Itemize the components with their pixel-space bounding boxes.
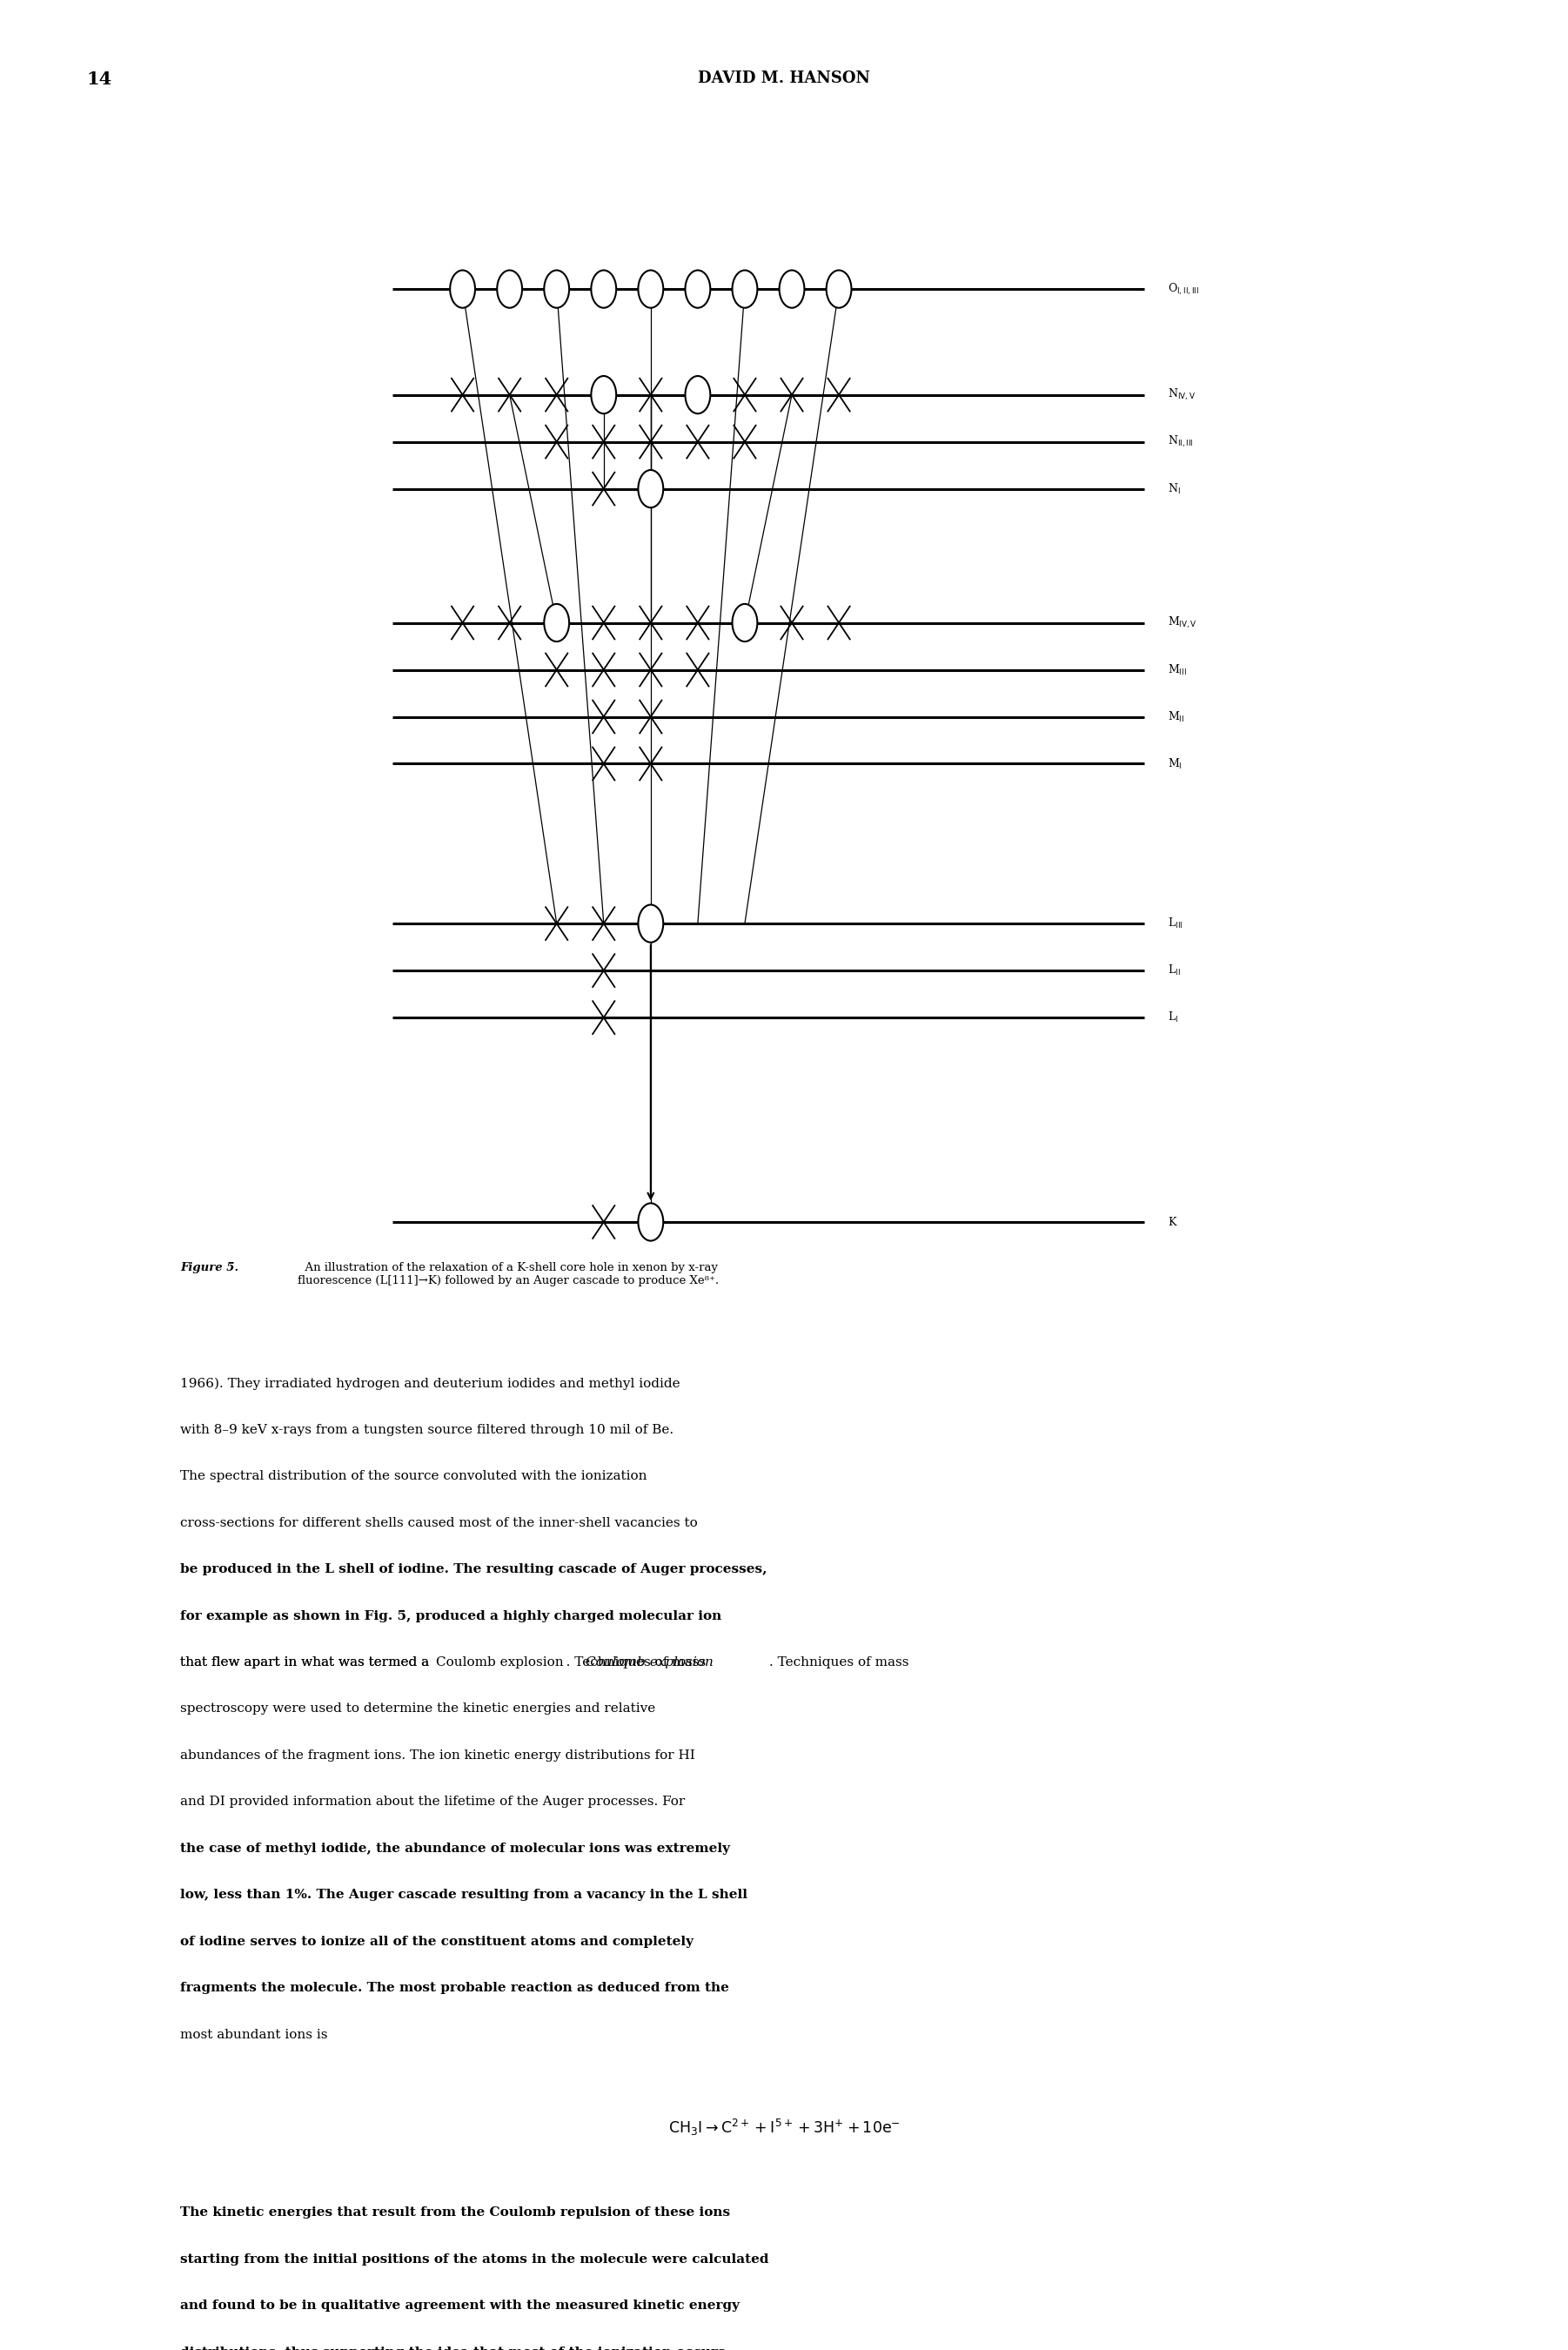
Text: and found to be in qualitative agreement with the measured kinetic energy: and found to be in qualitative agreement… [180,2301,740,2312]
Circle shape [638,270,663,308]
Circle shape [732,604,757,642]
Text: for example as shown in Fig. 5, produced a highly charged molecular ion: for example as shown in Fig. 5, produced… [180,1610,721,1622]
Text: $\mathrm{CH_3I \rightarrow C^{2+} + I^{5+} + 3H^{+} + 10e^{-}}$: $\mathrm{CH_3I \rightarrow C^{2+} + I^{5… [668,2117,900,2139]
Text: M$_{\mathrm{II}}$: M$_{\mathrm{II}}$ [1168,710,1185,724]
Text: N$_{\mathrm{II,III}}$: N$_{\mathrm{II,III}}$ [1168,435,1193,449]
Text: M$_{\mathrm{III}}$: M$_{\mathrm{III}}$ [1168,663,1187,677]
Text: cross-sections for different shells caused most of the inner-shell vacancies to: cross-sections for different shells caus… [180,1516,698,1530]
Circle shape [732,270,757,308]
Circle shape [591,376,616,414]
Text: N$_{\mathrm{I}}$: N$_{\mathrm{I}}$ [1168,482,1181,496]
Circle shape [497,270,522,308]
Text: L$_{\mathrm{I}}$: L$_{\mathrm{I}}$ [1168,1010,1179,1025]
Text: M$_{\mathrm{I}}$: M$_{\mathrm{I}}$ [1168,757,1182,771]
Text: L$_{\mathrm{III}}$: L$_{\mathrm{III}}$ [1168,916,1184,931]
Text: 1966). They irradiated hydrogen and deuterium iodides and methyl iodide: 1966). They irradiated hydrogen and deut… [180,1377,681,1389]
Text: that flew apart in what was termed a  Coulomb explosion . Techniques of mass: that flew apart in what was termed a Cou… [180,1657,706,1668]
Text: most abundant ions is: most abundant ions is [180,2028,328,2040]
Circle shape [685,376,710,414]
Circle shape [544,604,569,642]
Circle shape [638,470,663,508]
Text: The kinetic energies that result from the Coulomb repulsion of these ions: The kinetic energies that result from th… [180,2207,731,2218]
Text: L$_{\mathrm{II}}$: L$_{\mathrm{II}}$ [1168,964,1181,978]
Text: An illustration of the relaxation of a K-shell core hole in xenon by x-ray
fluor: An illustration of the relaxation of a K… [298,1262,720,1285]
Circle shape [544,270,569,308]
Text: low, less than 1%. The Auger cascade resulting from a vacancy in the L shell: low, less than 1%. The Auger cascade res… [180,1889,748,1901]
Text: that flew apart in what was termed a   Coulomb explosion: that flew apart in what was termed a Cou… [180,1657,568,1668]
Text: Coulomb explosion: Coulomb explosion [585,1657,713,1668]
Text: spectroscopy were used to determine the kinetic energies and relative: spectroscopy were used to determine the … [180,1704,655,1716]
Circle shape [450,270,475,308]
Text: K: K [1168,1217,1176,1227]
Text: abundances of the fragment ions. The ion kinetic energy distributions for HI: abundances of the fragment ions. The ion… [180,1748,695,1762]
Text: starting from the initial positions of the atoms in the molecule were calculated: starting from the initial positions of t… [180,2254,768,2265]
Text: and DI provided information about the lifetime of the Auger processes. For: and DI provided information about the li… [180,1795,685,1807]
Text: O$_{\mathrm{I,II,III}}$: O$_{\mathrm{I,II,III}}$ [1168,282,1200,296]
Circle shape [638,905,663,942]
Circle shape [685,270,710,308]
Text: DAVID M. HANSON: DAVID M. HANSON [698,70,870,87]
Text: The spectral distribution of the source convoluted with the ionization: The spectral distribution of the source … [180,1471,648,1483]
Circle shape [591,270,616,308]
Text: Figure 5.: Figure 5. [180,1262,238,1274]
Circle shape [779,270,804,308]
Circle shape [638,1203,663,1241]
Text: . Techniques of mass: . Techniques of mass [767,1657,909,1668]
Text: be produced in the L shell of iodine. The resulting cascade of Auger processes,: be produced in the L shell of iodine. Th… [180,1563,767,1574]
Text: N$_{\mathrm{IV,V}}$: N$_{\mathrm{IV,V}}$ [1168,388,1196,402]
Text: that flew apart in what was termed a: that flew apart in what was termed a [180,1657,436,1668]
Text: fragments the molecule. The most probable reaction as deduced from the: fragments the molecule. The most probabl… [180,1981,729,1995]
Text: with 8–9 keV x-rays from a tungsten source filtered through 10 mil of Be.: with 8–9 keV x-rays from a tungsten sour… [180,1424,674,1436]
Circle shape [826,270,851,308]
Text: the case of methyl iodide, the abundance of molecular ions was extremely: the case of methyl iodide, the abundance… [180,1842,731,1854]
Text: 14: 14 [86,70,111,87]
Text: of iodine serves to ionize all of the constituent atoms and completely: of iodine serves to ionize all of the co… [180,1936,693,1948]
Text: distributions, thus supporting the idea that most of the ionization occurs: distributions, thus supporting the idea … [180,2345,726,2350]
Text: M$_{\mathrm{IV,V}}$: M$_{\mathrm{IV,V}}$ [1168,616,1198,630]
